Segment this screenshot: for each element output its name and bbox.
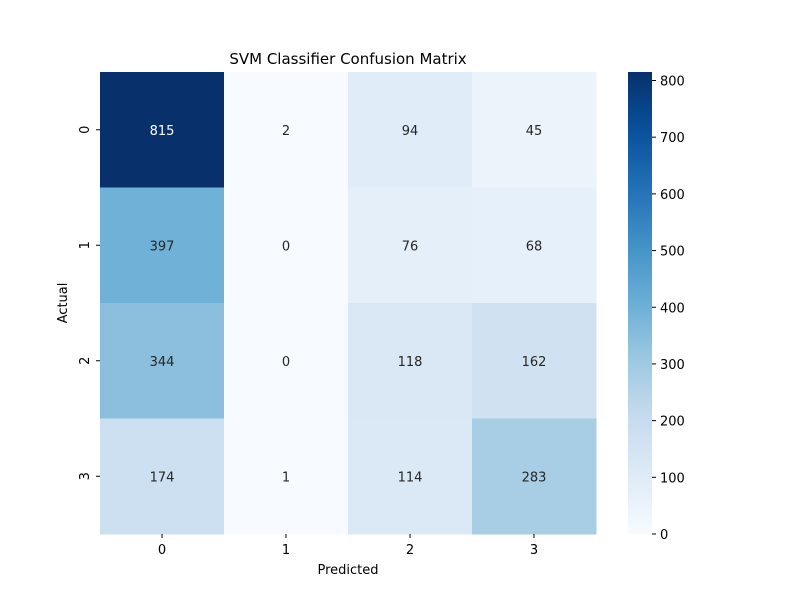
cell-value-label-r2-c3: 162: [522, 355, 547, 370]
colorbar-tick-label: 0: [660, 528, 668, 543]
cell-value-label-r1-c3: 68: [526, 239, 543, 254]
cell-value-label-r2-c0: 344: [150, 355, 175, 370]
heatmap-cell-r2-c0: [100, 303, 225, 419]
cell-value-label-r3-c1: 1: [282, 470, 290, 485]
cell-value-label-r1-c0: 397: [150, 239, 175, 254]
heatmap-cells: [100, 72, 597, 535]
heatmap-cell-r0-c2: [348, 72, 473, 188]
cell-value-label-r0-c0: 815: [150, 124, 175, 139]
colorbar-tick-label: 500: [660, 245, 685, 260]
heatmap-cell-r3-c3: [472, 418, 597, 535]
cell-value-label-r2-c1: 0: [282, 355, 290, 370]
heatmap-cell-r3-c2: [348, 418, 473, 535]
heatmap-cell-r1-c2: [348, 187, 473, 304]
x-tick-label: 1: [282, 543, 290, 558]
y-tick-label: 2: [78, 357, 93, 365]
heatmap-cell-r1-c0: [100, 187, 225, 304]
colorbar-tick-label: 800: [660, 75, 685, 90]
heatmap-cell-r1-c3: [472, 187, 597, 304]
cell-value-label-r3-c0: 174: [150, 470, 175, 485]
x-axis-label: Predicted: [317, 563, 378, 578]
heatmap-cell-r3-c1: [224, 418, 349, 535]
heatmap-cell-r0-c3: [472, 72, 597, 188]
cell-value-label-r1-c1: 0: [282, 239, 290, 254]
heatmap-cell-r2-c3: [472, 303, 597, 419]
heatmap-cell-r0-c1: [224, 72, 349, 188]
cell-value-label-r3-c3: 283: [522, 470, 547, 485]
x-tick-label: 2: [406, 543, 414, 558]
x-tick-label: 3: [530, 543, 538, 558]
heatmap-cell-r2-c1: [224, 303, 349, 419]
cell-value-label-r2-c2: 118: [398, 355, 423, 370]
colorbar-tick-label: 200: [660, 415, 685, 430]
heatmap-cell-r3-c0: [100, 418, 225, 535]
chart-title: SVM Classifier Confusion Matrix: [229, 50, 466, 68]
y-axis-ticks: 0 1 2 3: [78, 126, 100, 480]
cell-value-label-r1-c2: 76: [402, 239, 419, 254]
heatmap-cell-r0-c0: [100, 72, 225, 188]
heatmap-cell-r1-c1: [224, 187, 349, 304]
colorbar-tick-label: 300: [660, 358, 685, 373]
cell-value-label-r0-c2: 94: [402, 124, 419, 139]
colorbar-tick-label: 100: [660, 471, 685, 486]
cell-value-label-r0-c1: 2: [282, 124, 290, 139]
colorbar-tick-label: 400: [660, 301, 685, 316]
heatmap-cell-labels: 815 2 94 45 397 0 76 68 344 0 118 162 174 1 114 283: [150, 124, 547, 486]
x-tick-label: 0: [158, 543, 166, 558]
colorbar-tick-label: 600: [660, 188, 685, 203]
colorbar: [628, 72, 652, 534]
y-tick-label: 0: [78, 126, 93, 134]
y-tick-label: 1: [78, 241, 93, 249]
x-axis-ticks: 0 1 2 3: [158, 534, 538, 558]
cell-value-label-r0-c3: 45: [526, 124, 543, 139]
colorbar-ticks: 0 100 200 300 400 500 600 700 800: [652, 75, 685, 543]
y-axis-label: Actual: [56, 283, 71, 324]
cell-value-label-r3-c2: 114: [398, 470, 423, 485]
heatmap-cell-r2-c2: [348, 303, 473, 419]
y-tick-label: 3: [78, 472, 93, 480]
colorbar-tick-label: 700: [660, 131, 685, 146]
